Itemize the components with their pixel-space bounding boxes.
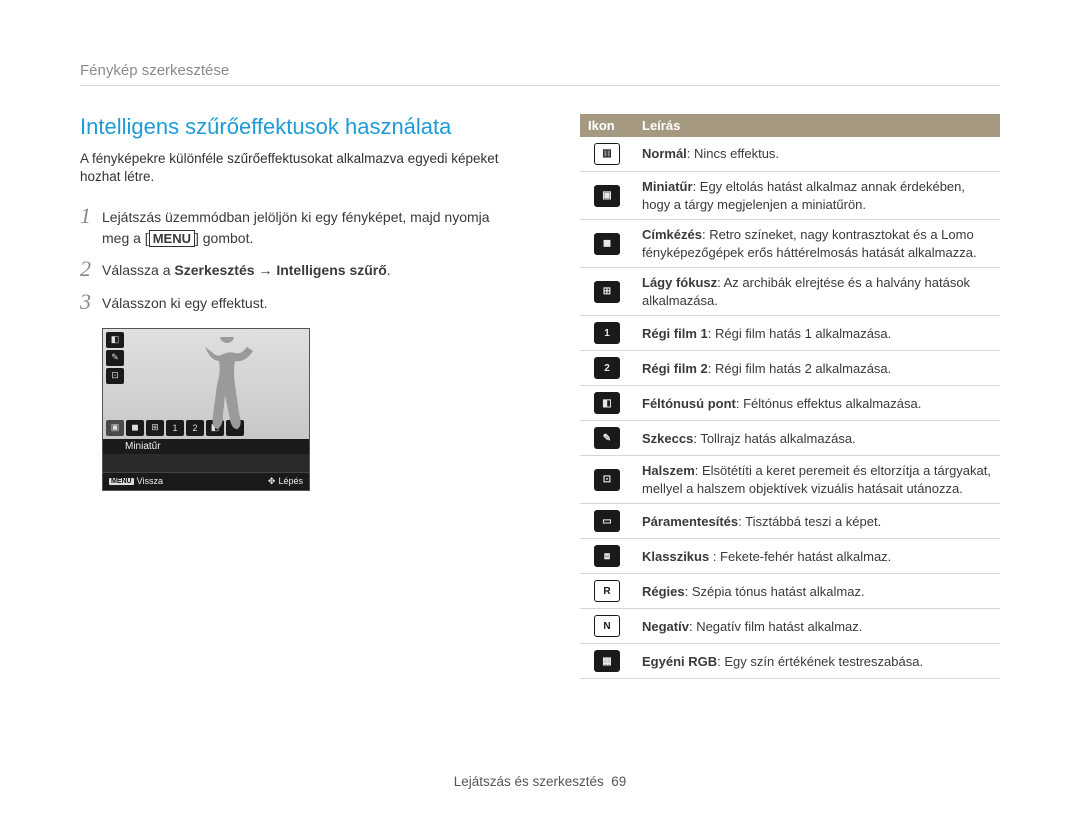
- filter-icon-cell: ▭: [580, 504, 634, 539]
- screenshot-menu-key: MENU: [109, 478, 134, 485]
- filter-icon-cell: ▥: [580, 137, 634, 172]
- filter-description-cell: Szkeccs: Tollrajz hatás alkalmazása.: [634, 421, 1000, 456]
- silhouette-graphic: [199, 337, 259, 435]
- table-row: ⊞ Lágy fókusz: Az archibák elrejtése és a…: [580, 268, 1000, 316]
- table-row: ⊡ Halszem: Elsötétíti a keret peremeit és…: [580, 456, 1000, 504]
- filter-description-cell: Halszem: Elsötétíti a keret peremeit és …: [634, 456, 1000, 504]
- filter-icon: 1: [594, 322, 620, 344]
- table-row: 1 Régi film 1: Régi film hatás 1 alkalmaz…: [580, 316, 1000, 351]
- filter-description-cell: Egyéni RGB: Egy szín értékének testresza…: [634, 644, 1000, 679]
- section-title: Intelligens szűrőeffektusok használata: [80, 114, 520, 140]
- table-row: ▣ Miniatűr: Egy eltolás hatást alkalmaz a…: [580, 172, 1000, 220]
- filter-icon: ▥: [594, 143, 620, 165]
- filter-description-cell: Negatív: Negatív film hatást alkalmaz.: [634, 609, 1000, 644]
- filter-icon: ▦: [594, 650, 620, 672]
- filter-icon: N: [594, 615, 620, 637]
- table-row: R Régies: Szépia tónus hatást alkalmaz.: [580, 574, 1000, 609]
- camera-screenshot: ◧ ✎ ⊡ ▣ ◼ ⊞ 1 2 ◧ ✎: [102, 328, 310, 491]
- table-row: 2 Régi film 2: Régi film hatás 2 alkalmaz…: [580, 351, 1000, 386]
- filter-icon: ▭: [594, 510, 620, 532]
- screenshot-filter-icon: ▣: [106, 420, 124, 436]
- filter-icon-cell: ▣: [580, 172, 634, 220]
- filter-icon: R: [594, 580, 620, 602]
- filter-description-cell: Régi film 1: Régi film hatás 1 alkalmazá…: [634, 316, 1000, 351]
- nav-icon: ✥: [268, 476, 276, 487]
- table-header-ikon: Ikon: [580, 114, 634, 137]
- step-1: 1 Lejátszás üzemmódban jelöljön ki egy f…: [80, 204, 520, 249]
- filter-icon: ✎: [594, 427, 620, 449]
- filter-icon: ⊡: [594, 469, 620, 491]
- step3-text: Válasszon ki egy effektust.: [102, 290, 268, 314]
- step1-post: ] gombot.: [195, 230, 253, 246]
- filter-description-cell: Régi film 2: Régi film hatás 2 alkalmazá…: [634, 351, 1000, 386]
- breadcrumb: Fénykép szerkesztése: [80, 62, 1000, 86]
- table-row: ◧ Féltónusú pont: Féltónus effektus alkal…: [580, 386, 1000, 421]
- filter-description-cell: Féltónusú pont: Féltónus effektus alkalm…: [634, 386, 1000, 421]
- filter-icon: ▣: [594, 185, 620, 207]
- screenshot-side-icon: ✎: [106, 350, 124, 366]
- filter-description-cell: Miniatűr: Egy eltolás hatást alkalmaz an…: [634, 172, 1000, 220]
- step-2: 2 Válassza a Szerkesztés → Intelligens s…: [80, 257, 520, 281]
- intro-text: A fényképekre különféle szűrőeffektusoka…: [80, 150, 520, 186]
- screenshot-filter-icon: ◼: [126, 420, 144, 436]
- screenshot-filter-icon: ⊞: [146, 420, 164, 436]
- step-number: 3: [80, 290, 102, 314]
- step-number: 2: [80, 257, 102, 281]
- table-row: ◼ Címkézés: Retro színeket, nagy kontrasz…: [580, 220, 1000, 268]
- filter-table: Ikon Leírás ▥ Normál: Nincs effektus. ▣ Min…: [580, 114, 1000, 679]
- filter-icon-cell: ⊞: [580, 268, 634, 316]
- filter-icon-cell: 1: [580, 316, 634, 351]
- table-row: ⧈ Klasszikus : Fekete-fehér hatást alkalm…: [580, 539, 1000, 574]
- filter-icon-cell: ◧: [580, 386, 634, 421]
- filter-icon: ◧: [594, 392, 620, 414]
- filter-icon-cell: ▦: [580, 644, 634, 679]
- filter-icon: ◼: [594, 233, 620, 255]
- filter-icon-cell: 2: [580, 351, 634, 386]
- filter-description-cell: Lágy fókusz: Az archibák elrejtése és a …: [634, 268, 1000, 316]
- filter-description-cell: Normál: Nincs effektus.: [634, 137, 1000, 172]
- table-row: ▦ Egyéni RGB: Egy szín értékének testresz…: [580, 644, 1000, 679]
- table-row: N Negatív: Negatív film hatást alkalmaz.: [580, 609, 1000, 644]
- screenshot-step-label: Lépés: [278, 476, 303, 486]
- step2-post: .: [387, 262, 391, 278]
- step-number: 1: [80, 204, 102, 228]
- table-row: ▭ Páramentesítés: Tisztábbá teszi a képet…: [580, 504, 1000, 539]
- screenshot-side-icon: ⊡: [106, 368, 124, 384]
- filter-icon-cell: R: [580, 574, 634, 609]
- step-3: 3 Válasszon ki egy effektust.: [80, 290, 520, 314]
- table-row: ▥ Normál: Nincs effektus.: [580, 137, 1000, 172]
- filter-icon-cell: ✎: [580, 421, 634, 456]
- filter-description-cell: Régies: Szépia tónus hatást alkalmaz.: [634, 574, 1000, 609]
- filter-description-cell: Páramentesítés: Tisztábbá teszi a képet.: [634, 504, 1000, 539]
- filter-description-cell: Klasszikus : Fekete-fehér hatást alkalma…: [634, 539, 1000, 574]
- screenshot-back-label: Vissza: [137, 476, 163, 486]
- menu-key: MENU: [149, 230, 195, 247]
- filter-icon: ⊞: [594, 281, 620, 303]
- filter-icon-cell: ⊡: [580, 456, 634, 504]
- screenshot-selected-label: Miniatűr: [103, 439, 309, 454]
- page-footer: Lejátszás és szerkesztés 69: [0, 774, 1080, 789]
- step2-pre: Válassza a: [102, 262, 174, 278]
- step2-bold: Szerkesztés → Intelligens szűrő: [174, 262, 386, 278]
- table-header-leiras: Leírás: [634, 114, 1000, 137]
- screenshot-side-icon: ◧: [106, 332, 124, 348]
- filter-icon: 2: [594, 357, 620, 379]
- footer-page-number: 69: [611, 774, 626, 789]
- filter-description-cell: Címkézés: Retro színeket, nagy kontraszt…: [634, 220, 1000, 268]
- filter-icon-cell: ◼: [580, 220, 634, 268]
- table-row: ✎ Szkeccs: Tollrajz hatás alkalmazása.: [580, 421, 1000, 456]
- screenshot-filter-icon: 1: [166, 420, 184, 436]
- footer-section: Lejátszás és szerkesztés: [454, 774, 604, 789]
- filter-icon-cell: ⧈: [580, 539, 634, 574]
- filter-icon-cell: N: [580, 609, 634, 644]
- filter-icon: ⧈: [594, 545, 620, 567]
